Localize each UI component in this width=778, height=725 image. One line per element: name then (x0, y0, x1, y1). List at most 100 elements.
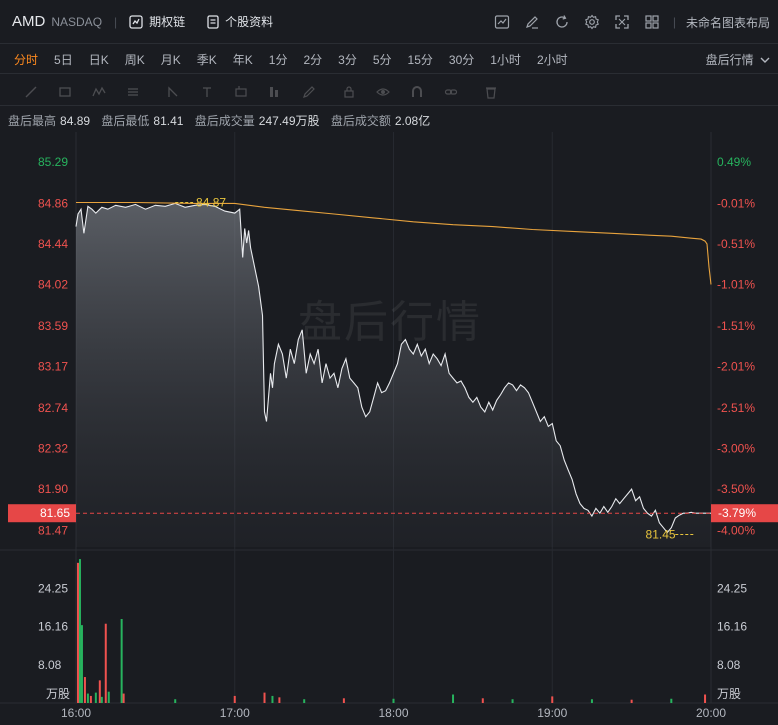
volume-unit-label-right: 万股 (717, 687, 741, 701)
volume-bar (98, 680, 101, 703)
pattern-tool-icon[interactable] (82, 85, 116, 99)
timeframe-tab[interactable]: 5分 (372, 52, 392, 67)
pct-tick-label: -3.00% (717, 442, 755, 456)
session-select-label: 盘后行情 (705, 53, 754, 67)
pct-tick-label: 0.49% (717, 155, 751, 169)
timeframe-tab[interactable]: 1分 (268, 52, 288, 67)
high-value: 84.89 (60, 114, 91, 128)
last-price-badge (8, 504, 76, 523)
volume-bar (452, 694, 455, 703)
symbol-label[interactable]: AMD (12, 13, 46, 30)
volume-bar (100, 696, 103, 703)
last-pct-badge (711, 504, 778, 523)
timeframe-tab[interactable]: 1小时 (490, 52, 521, 67)
volume-value: 247.49万股 (258, 114, 320, 128)
price-tick-label: 82.74 (38, 401, 68, 415)
magnet-icon[interactable] (400, 85, 434, 99)
options-chain-icon (129, 14, 143, 29)
link-icon[interactable] (434, 85, 468, 99)
volume-bar (83, 677, 86, 703)
measure-tool-icon[interactable] (258, 85, 292, 99)
price-line (75, 202, 711, 534)
volume-bar (174, 699, 177, 703)
options-chain-link[interactable]: 期权链 (129, 13, 185, 30)
volume-bar (76, 562, 79, 703)
edit-icon[interactable] (517, 0, 547, 44)
top-bar: AMD NASDAQ | 期权链 个股资料 | 未命名图表布局 (0, 0, 778, 44)
session-select[interactable]: 盘后行情 (706, 46, 770, 74)
fullscreen-icon[interactable] (607, 0, 637, 44)
timeframe-tab[interactable]: 15分 (407, 52, 433, 67)
timeframe-tab[interactable]: 月K (160, 52, 181, 67)
timeframe-tab[interactable]: 30分 (448, 52, 475, 67)
intraday-chart[interactable]: 16:00 17:00 18:00 19:00 20:00 85.29 0.49% 84.86… (0, 132, 778, 725)
price-tick-label: 81.47 (38, 524, 68, 538)
top-toolbar: | 未命名图表布局 (487, 0, 770, 44)
volume-bar (551, 696, 554, 703)
text-tool-icon[interactable] (224, 85, 258, 99)
x-tick-label: 18:00 (378, 706, 408, 720)
fib-tool-icon[interactable] (156, 85, 190, 99)
timeframe-tab[interactable]: 2分 (303, 52, 323, 67)
x-tick-label: 20:00 (696, 706, 726, 720)
layout-name[interactable]: 未命名图表布局 (685, 15, 770, 30)
volume-bar (271, 695, 274, 703)
timeframe-tab[interactable]: 分时 (14, 52, 39, 67)
after-hours-stats: 盘后最高 84.89 盘后最低 81.41 盘后成交量 247.49万股 盘后成交额 2… (0, 110, 778, 132)
timeframe-tab[interactable]: 日K (88, 52, 109, 67)
pct-tick-label: -4.00% (717, 524, 755, 538)
volume-bar (86, 693, 89, 703)
volume-tick-label: 8.08 (38, 658, 62, 672)
price-tick-label: 84.44 (38, 237, 68, 251)
average-price-line (76, 201, 712, 285)
volume-bar (704, 694, 707, 703)
volume-bar (263, 692, 266, 703)
high-label: 盘后最高 (8, 114, 57, 128)
pencil-tool-icon[interactable] (292, 85, 326, 99)
pct-tick-label: -1.01% (717, 277, 755, 291)
volume-tick-label: 16.16 (38, 620, 68, 634)
lock-icon[interactable] (332, 85, 366, 99)
x-tick-label: 17:00 (220, 706, 250, 720)
timeframe-tab[interactable]: 3分 (338, 52, 357, 67)
volume-tick-label-right: 8.08 (717, 658, 741, 672)
volume-bar (630, 699, 633, 703)
volume-bar (94, 692, 97, 703)
indicator-icon[interactable] (487, 0, 517, 44)
volume-unit-label: 万股 (46, 687, 70, 701)
volume-bar (342, 698, 345, 703)
price-tick-label: 82.32 (38, 442, 68, 456)
pct-tick-label: -3.50% (717, 482, 755, 496)
price-tick-label: 83.59 (38, 319, 68, 333)
last-price-label: 81.65 (40, 506, 70, 520)
timeframe-tab[interactable]: 年K (232, 52, 253, 67)
timeframe-tab[interactable]: 周K (124, 52, 145, 67)
brush-tool-icon[interactable] (116, 85, 150, 99)
volume-bar (122, 693, 125, 703)
volume-bar (104, 623, 107, 703)
volume-bar (89, 695, 92, 703)
timeframe-bar: 分时 5日 日K 周K 月K 季K 年K 1分 2分 3分 5分 15分 30分 1小时 2小时 盘后行情 (0, 46, 778, 74)
rect-tool-icon[interactable] (48, 85, 82, 99)
volume-bar (80, 625, 83, 703)
exchange-label: NASDAQ (51, 14, 103, 29)
stock-info-link[interactable]: 个股资料 (207, 13, 273, 30)
pct-tick-label: -0.01% (717, 196, 755, 210)
volume-bar (303, 699, 306, 703)
cursor-tool-icon[interactable] (190, 85, 224, 99)
eye-icon[interactable] (366, 85, 400, 99)
grid-layout-icon[interactable] (637, 0, 667, 44)
volume-label: 盘后成交量 (194, 114, 255, 128)
volume-bar (78, 559, 81, 703)
line-tool-icon[interactable] (14, 85, 48, 99)
timeframe-tab[interactable]: 5日 (54, 52, 73, 67)
trash-icon[interactable] (474, 85, 508, 99)
refresh-icon[interactable] (547, 0, 577, 44)
chevron-down-icon (760, 57, 770, 63)
volume-tick-label-right: 24.25 (717, 582, 747, 596)
settings-icon[interactable] (577, 0, 607, 44)
timeframe-tab[interactable]: 2小时 (536, 52, 568, 67)
pct-tick-label: -1.51% (717, 319, 755, 333)
high-marker-label: 84.87 (196, 195, 226, 209)
timeframe-tab[interactable]: 季K (196, 52, 217, 67)
